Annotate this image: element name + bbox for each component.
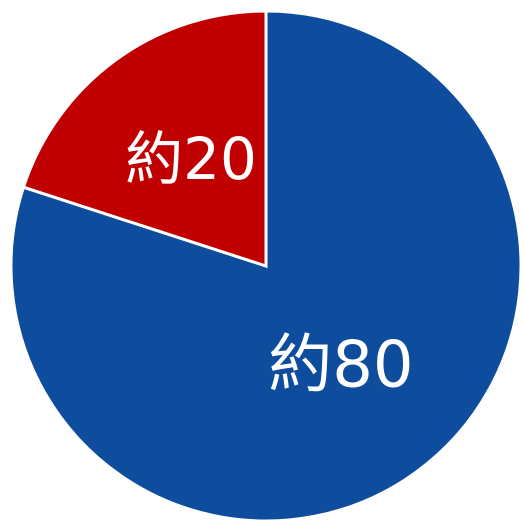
data-label: 約80 <box>268 329 413 403</box>
pie-slice <box>21 9 268 269</box>
pie-slice <box>9 9 523 521</box>
data-label: 約20 <box>125 125 257 193</box>
